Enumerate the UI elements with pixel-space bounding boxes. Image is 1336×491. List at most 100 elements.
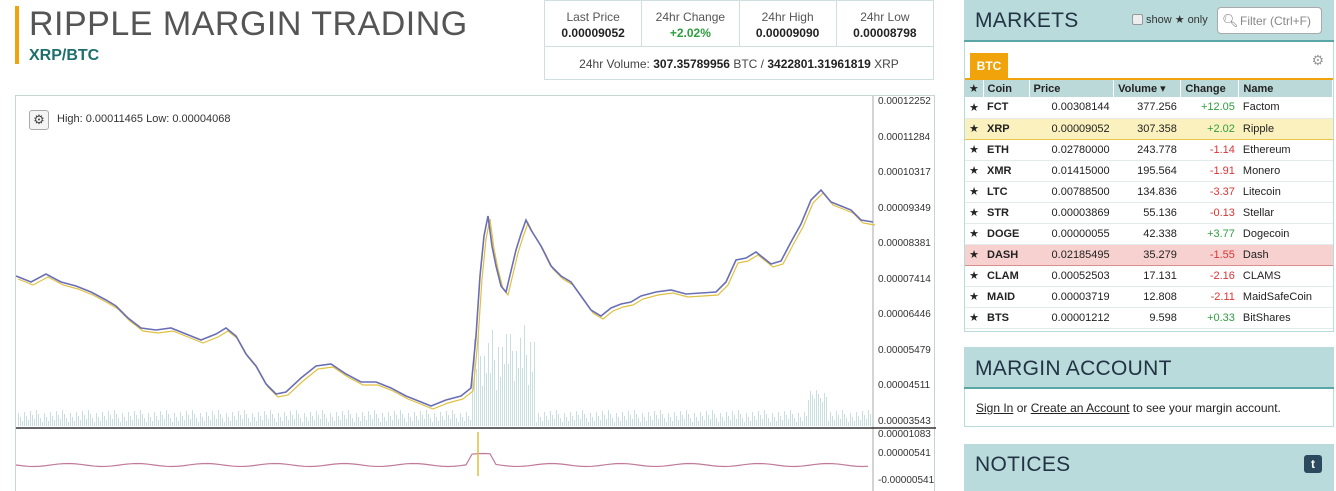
star-icon[interactable]: ★ [965, 97, 983, 119]
create-account-link[interactable]: Create an Account [1030, 401, 1130, 415]
market-price: 0.02780000 [1029, 139, 1114, 161]
stat-value: 0.00009090 [755, 26, 820, 40]
star-icon[interactable]: ★ [965, 117, 983, 140]
market-name: Monero [1238, 160, 1333, 182]
market-name: MaidSafeCoin [1238, 286, 1333, 308]
star-icon[interactable]: ★ [965, 243, 983, 266]
only-label: only [1187, 13, 1208, 26]
market-row-xmr[interactable]: ★ XMR 0.01415000 195.564 -1.91 Monero [965, 160, 1333, 182]
market-coin: LTC [983, 181, 1029, 203]
col-coin[interactable]: Coin [983, 80, 1030, 97]
twitter-icon[interactable]: t [1304, 455, 1322, 473]
market-row-maid[interactable]: ★ MAID 0.00003719 12.808 -2.11 MaidSafeCoin [965, 286, 1333, 308]
market-volume: 134.836 [1113, 181, 1181, 203]
ema-line [17, 192, 876, 410]
col-volume[interactable]: Volume ▾ [1113, 80, 1182, 97]
price-tick-label: 0.00009349 [878, 202, 931, 214]
search-icon: 🔍︎ [1222, 12, 1239, 28]
col-price[interactable]: Price [1029, 80, 1115, 97]
market-change: -1.55 [1180, 243, 1239, 266]
volume-xrp-unit: XRP [874, 57, 899, 71]
margin-account-body: Sign In or Create an Account to see your… [964, 389, 1334, 427]
market-name: Factom [1238, 97, 1333, 119]
star-icon[interactable]: ★ [965, 265, 983, 287]
price-tick-label: 0.00012252 [878, 96, 931, 107]
market-price: 0.02185495 [1029, 243, 1114, 266]
market-price: 0.00308144 [1029, 97, 1114, 119]
market-coin: FCT [983, 97, 1029, 119]
market-row-dash[interactable]: ★ DASH 0.02185495 35.279 -1.55 Dash [965, 243, 1333, 266]
star-icon[interactable]: ★ [965, 139, 983, 161]
market-price: 0.00001212 [1029, 307, 1114, 329]
market-volume: 9.598 [1113, 307, 1181, 329]
sign-in-link[interactable]: Sign In [976, 401, 1014, 415]
market-volume: 35.279 [1113, 243, 1181, 266]
market-tabs: BTC ⚙ [965, 42, 1333, 80]
market-coin: DOGE [983, 223, 1029, 245]
market-name: Dash [1238, 243, 1333, 266]
market-price: 0.00009052 [1029, 117, 1114, 140]
tab-btc[interactable]: BTC [970, 53, 1008, 80]
market-row-eth[interactable]: ★ ETH 0.02780000 243.778 -1.14 Ethereum [965, 139, 1333, 161]
market-price: 0.00003719 [1029, 286, 1114, 308]
col-star[interactable]: ★ [965, 80, 984, 97]
star-icon[interactable]: ★ [965, 160, 983, 182]
price-tick-label: 0.00004511 [878, 380, 931, 392]
market-name: CLAMS [1238, 265, 1333, 287]
market-price: 0.00003869 [1029, 202, 1114, 224]
market-name: BitShares [1238, 307, 1333, 329]
markets-header: MARKETS show ★ only 🔍︎ Filter (Ctrl+F) [964, 0, 1334, 42]
price-line [16, 188, 874, 407]
market-volume: 42.338 [1113, 223, 1181, 245]
market-row-fct[interactable]: ★ FCT 0.00308144 377.256 +12.05 Factom [965, 97, 1333, 119]
star-icon[interactable]: ★ [965, 202, 983, 224]
price-tick-label: 0.00007414 [878, 273, 931, 285]
market-row-ltc[interactable]: ★ LTC 0.00788500 134.836 -3.37 Litecoin [965, 181, 1333, 203]
margin-account-text: to see your margin account. [1132, 401, 1281, 415]
market-row-bts[interactable]: ★ BTS 0.00001212 9.598 +0.33 BitShares [965, 307, 1333, 329]
market-row-doge[interactable]: ★ DOGE 0.00000055 42.338 +3.77 Dogecoin [965, 223, 1333, 245]
market-coin: BTS [983, 307, 1029, 329]
market-change: +12.05 [1180, 97, 1239, 119]
price-tick-label: 0.00003543 [878, 416, 931, 427]
stat-24hr-change: 24hr Change +2.02% [642, 1, 740, 46]
market-coin: DASH [983, 243, 1029, 266]
market-name: Ethereum [1238, 139, 1333, 161]
star-icon[interactable]: ★ [965, 181, 983, 203]
chart-high-low: High: 0.00011465 Low: 0.00004068 [57, 113, 231, 125]
col-name[interactable]: Name [1238, 80, 1333, 97]
market-change: +0.33 [1180, 307, 1239, 329]
star-icon[interactable]: ★ [965, 223, 983, 245]
price-chart[interactable]: ⚙ High: 0.00011465 Low: 0.00004068 0.000… [15, 95, 936, 491]
star-icon[interactable]: ★ [965, 286, 983, 308]
markets-list: BTC ⚙ ★ Coin Price Volume ▾ Change Name … [964, 42, 1334, 332]
star-icon[interactable]: ★ [965, 307, 983, 329]
macd-line [16, 452, 869, 468]
market-row-str[interactable]: ★ STR 0.00003869 55.136 -0.13 Stellar [965, 202, 1333, 224]
col-change[interactable]: Change [1180, 80, 1240, 97]
chart-settings-gear-icon[interactable]: ⚙ [29, 110, 49, 130]
market-filter-input[interactable]: 🔍︎ Filter (Ctrl+F) [1217, 7, 1322, 34]
stat-last-price: Last Price 0.00009052 [545, 1, 643, 46]
market-change: -1.91 [1180, 160, 1239, 182]
show-starred-toggle[interactable]: show ★ only [1132, 13, 1208, 26]
market-change: -1.14 [1180, 139, 1239, 161]
volume-label: 24hr Volume: [579, 57, 650, 71]
filter-placeholder: Filter (Ctrl+F) [1240, 13, 1311, 28]
chart-canvas[interactable] [16, 96, 936, 491]
market-coin: ETH [983, 139, 1029, 161]
stat-value: 0.00009052 [561, 26, 625, 40]
market-row-clam[interactable]: ★ CLAM 0.00052503 17.131 -2.16 CLAMS [965, 265, 1333, 287]
page-header: RIPPLE MARGIN TRADING XRP/BTC [15, 6, 468, 64]
markets-settings-gear-icon[interactable]: ⚙ [1311, 52, 1324, 68]
market-change: -2.16 [1180, 265, 1239, 287]
volume-btc-unit: BTC / [733, 57, 764, 71]
price-tick-label: 0.00008381 [878, 238, 931, 250]
show-starred-checkbox[interactable] [1132, 14, 1143, 25]
market-name: Stellar [1238, 202, 1333, 224]
market-volume: 377.256 [1113, 97, 1181, 119]
market-volume: 307.358 [1113, 117, 1181, 140]
market-row-xrp[interactable]: ★ XRP 0.00009052 307.358 +2.02 Ripple [965, 117, 1333, 140]
market-change: -2.11 [1180, 286, 1239, 308]
macd-tick-label: -0.00000541 [878, 475, 935, 486]
